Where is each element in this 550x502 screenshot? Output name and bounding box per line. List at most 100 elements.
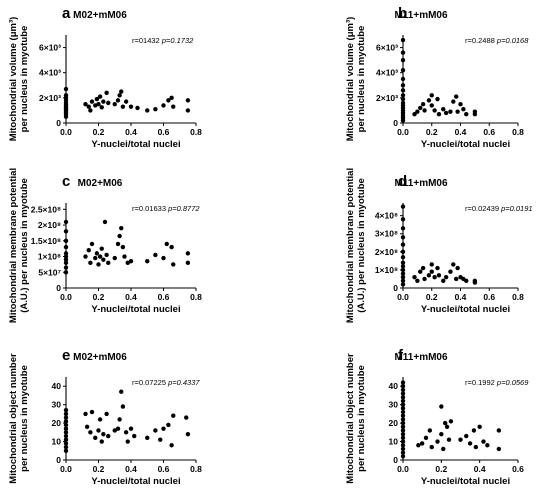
y-tick-label: 3×10⁸: [375, 229, 398, 239]
data-point: [101, 431, 106, 437]
data-point: [423, 435, 429, 441]
data-point: [473, 444, 479, 450]
x-tick-label: 0.6: [158, 292, 170, 302]
panel-letter: c: [62, 173, 70, 190]
y-tick-label: 0: [56, 455, 61, 465]
data-point: [400, 88, 406, 93]
data-point: [119, 389, 124, 394]
data-point: [432, 108, 437, 113]
data-point: [461, 106, 466, 112]
data-point: [171, 104, 176, 109]
data-point: [63, 260, 69, 266]
y-tick-label: 20: [52, 418, 62, 428]
x-tick-label: 0.8: [190, 292, 202, 302]
y-tick-label: 1×10⁸: [38, 252, 61, 262]
data-point: [458, 101, 463, 107]
y-tick-label: 2×10⁸: [38, 220, 61, 230]
data-point: [432, 274, 437, 280]
data-point: [93, 435, 98, 441]
data-point: [104, 411, 109, 417]
data-point: [435, 96, 440, 102]
data-point: [400, 406, 406, 411]
data-point: [94, 251, 100, 256]
data-point: [63, 257, 69, 262]
data-point: [153, 428, 158, 433]
data-point: [420, 101, 426, 107]
data-point: [119, 89, 124, 94]
panel-c: c M02+M06 r=0.01633 p=0.8772 0 5×10⁷ 1×10⁸ 1.5…: [8, 168, 202, 323]
x-axis-label: Y-nuclei/total nuclei: [91, 476, 180, 487]
data-point: [88, 430, 93, 435]
data-point: [63, 86, 69, 92]
data-point: [135, 105, 140, 111]
data-point: [400, 278, 406, 283]
data-point: [400, 446, 406, 452]
data-point: [63, 437, 69, 442]
x-tick-label: 0.0: [60, 292, 72, 302]
y-tick-label: 1×10⁸: [375, 265, 398, 275]
data-point: [435, 265, 440, 271]
y-axis-label: Mitochondrial volume (μm³)per nucleus in…: [345, 17, 367, 142]
y-tick-label: 4×10³: [39, 68, 61, 78]
data-point: [161, 426, 166, 431]
data-point: [86, 104, 91, 109]
x-tick-label: 0.4: [125, 464, 137, 474]
stat-text: r=0.02439 p=0.0191: [465, 204, 533, 213]
data-point: [83, 101, 88, 107]
data-point: [166, 422, 171, 428]
data-point: [99, 246, 104, 251]
data-point: [97, 417, 103, 422]
data-point: [104, 90, 109, 96]
x-axis-label: Y-nuclei/total nuclei: [421, 139, 510, 150]
data-point: [123, 430, 129, 435]
panel-letter: a: [62, 5, 71, 22]
data-point: [112, 101, 117, 107]
data-point: [99, 105, 104, 110]
panel-title: M11+mM06: [394, 178, 448, 189]
data-point: [63, 270, 69, 275]
x-tick-label: 0.4: [455, 127, 467, 137]
data-point: [63, 419, 69, 424]
y-tick-label: 6×10³: [376, 43, 398, 53]
x-tick-label: 0.0: [397, 464, 409, 474]
y-axis-label: Mitochondrial volume (μm³)per nucleus in…: [8, 17, 30, 142]
data-point: [88, 260, 93, 266]
data-point: [443, 274, 449, 280]
data-point: [415, 278, 420, 283]
data-point: [400, 439, 406, 444]
data-point: [88, 108, 93, 113]
stat-text: r=0.1992 p=0.0569: [465, 378, 529, 387]
x-tick-label: 0.8: [190, 127, 202, 137]
data-point: [63, 93, 69, 98]
data-point: [112, 255, 117, 261]
y-tick-label: 0: [393, 118, 398, 128]
panel-e: e M02+mM06 r=0.07225 p=0.4337 0 10 20 30 40 0.0 0…: [8, 347, 202, 487]
data-point: [400, 428, 406, 433]
data-point: [400, 96, 406, 102]
data-point: [63, 219, 69, 225]
data-point: [464, 112, 469, 117]
data-point: [115, 426, 121, 431]
data-point: [400, 424, 406, 429]
data-point: [128, 426, 134, 431]
data-point: [400, 417, 406, 422]
data-point: [184, 415, 189, 420]
panel-a: a M02+mM06 r=01432 p=0.1732 0 2×10³ 4×10³ 6×10…: [8, 5, 202, 150]
data-point: [115, 241, 121, 247]
data-point: [400, 76, 406, 82]
data-point: [145, 108, 150, 113]
data-point: [439, 431, 444, 437]
data-point: [99, 439, 104, 444]
data-point: [115, 98, 121, 103]
data-point: [169, 244, 174, 250]
data-point: [443, 110, 449, 116]
data-point: [400, 274, 406, 280]
data-point: [435, 439, 440, 444]
data-point: [400, 217, 406, 222]
panel-letter: d: [398, 173, 407, 190]
y-tick-label: 10: [389, 437, 399, 447]
y-tick-label: 2×10⁸: [375, 247, 398, 257]
data-point: [89, 241, 95, 247]
data-point: [400, 380, 406, 385]
data-point: [106, 260, 111, 266]
